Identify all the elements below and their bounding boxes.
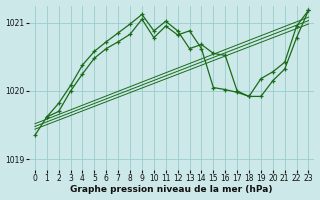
X-axis label: Graphe pression niveau de la mer (hPa): Graphe pression niveau de la mer (hPa) bbox=[70, 185, 273, 194]
